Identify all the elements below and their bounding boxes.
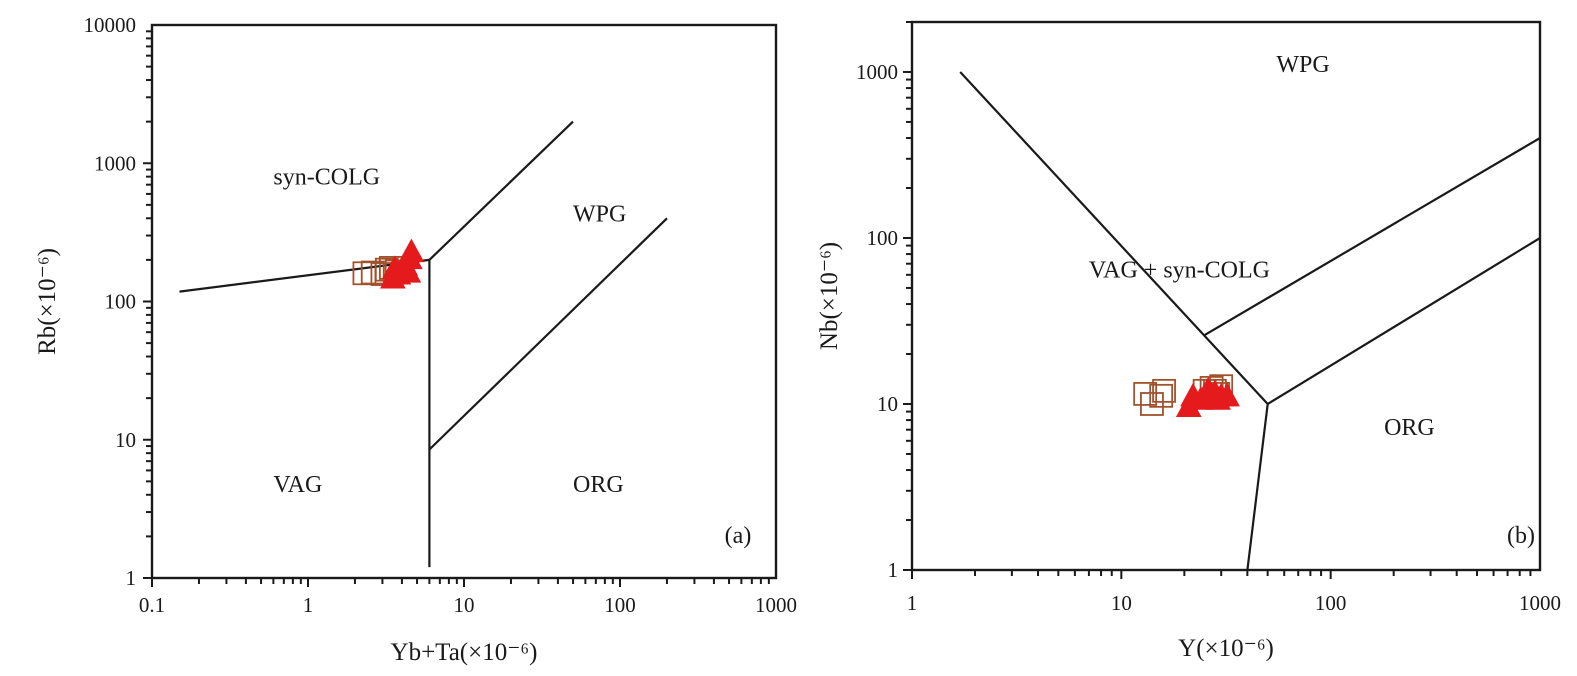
- region-label: syn-COLG: [273, 165, 380, 191]
- region-label: VAG: [273, 472, 322, 498]
- x-tick-label: 1000: [1519, 591, 1561, 615]
- y-tick-label: 100: [867, 226, 899, 250]
- plot-frame: [910, 20, 1542, 572]
- x-tick-label: 100: [1315, 591, 1347, 615]
- y-tick-label: 10: [115, 428, 136, 452]
- square-point: [360, 260, 385, 285]
- boundary-line: [179, 258, 430, 293]
- y-tick-label: 1000: [856, 60, 898, 84]
- x-axis-title: Yb+Ta(×10⁻⁶): [391, 639, 538, 666]
- x-tick-label: 1: [907, 591, 918, 615]
- triangle-point: [395, 259, 422, 283]
- plot-frame: [150, 23, 778, 580]
- panel-label: (a): [725, 523, 752, 549]
- y-tick-label: 10000: [84, 13, 137, 37]
- chart-panel-b: 1 10 100 1000 1 10 100 1000 Y(×10⁻⁶) Nb(×10⁻⁶) WPG…: [816, 20, 1561, 662]
- square-point: [1140, 392, 1164, 416]
- x-tick-label: 0.1: [139, 593, 165, 617]
- y-tick-label: 1: [126, 566, 137, 590]
- region-label: VAG + syn-COLG: [1089, 257, 1270, 283]
- region-label: ORG: [573, 472, 624, 498]
- region-label: WPG: [1276, 52, 1329, 78]
- triangle-point: [1214, 382, 1240, 407]
- panel-label: (b): [1507, 523, 1535, 549]
- y-tick-label: 1000: [94, 151, 136, 175]
- boundary-line: [428, 217, 668, 451]
- x-tick-label: 10: [454, 593, 475, 617]
- region-label: WPG: [573, 201, 626, 227]
- square-point: [1149, 383, 1174, 408]
- x-tick-label: 10: [1111, 591, 1132, 615]
- x-tick-label: 1: [303, 593, 314, 617]
- y-axis-title: Nb(×10⁻⁶): [816, 242, 843, 350]
- triangle-point: [381, 255, 408, 279]
- y-tick-label: 1: [888, 558, 899, 582]
- boundary-line: [428, 120, 574, 568]
- x-axis-title: Y(×10⁻⁶): [1178, 635, 1274, 662]
- boundary-line: [1267, 237, 1541, 405]
- x-tick-label: 100: [604, 593, 636, 617]
- boundary-line: [959, 71, 1269, 571]
- square-point: [1133, 382, 1158, 406]
- boundary-line: [1204, 137, 1541, 337]
- triangle-point: [398, 238, 425, 263]
- chart-panel-a: 0.1 1 10 100 1000110100100010000Yb+Ta(×10⁻⁶)…: [34, 13, 797, 666]
- square-point: [1152, 378, 1176, 403]
- y-tick-label: 100: [105, 290, 137, 314]
- y-axis-title: Rb(×10⁻⁶): [34, 248, 61, 355]
- region-label: ORG: [1384, 415, 1435, 441]
- x-tick-label: 1000: [755, 593, 797, 617]
- y-tick-label: 10: [877, 392, 898, 416]
